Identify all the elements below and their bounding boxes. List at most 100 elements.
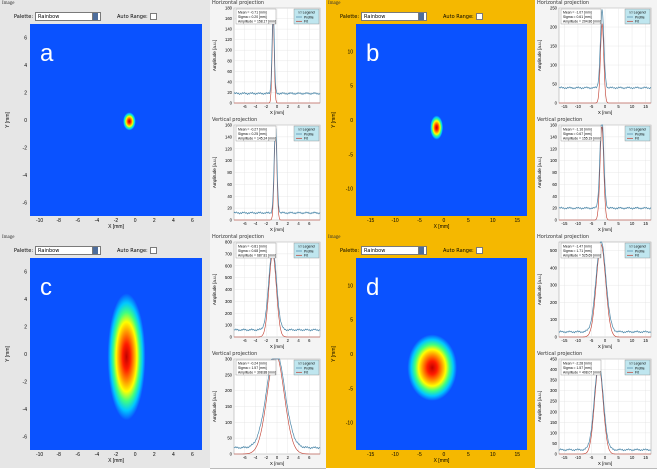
- x-tick-label: 0: [604, 338, 607, 343]
- palette-row: Palette: Rainbow Auto Range:: [14, 246, 157, 255]
- stats-line: Mean = -2.28 [mm]: [563, 362, 592, 366]
- y-tick-label: 5: [350, 84, 353, 90]
- x-tick-label: 6: [191, 218, 194, 224]
- legend-profile: Profile: [304, 132, 314, 136]
- auto-range-checkbox[interactable]: [475, 247, 483, 254]
- chevron-down-icon[interactable]: [92, 247, 99, 254]
- y-tick-label: 250: [550, 399, 558, 404]
- x-tick-label: 6: [308, 455, 311, 460]
- y-tick-label: 100: [225, 323, 233, 328]
- projection-title: Horizontal projection: [537, 234, 590, 240]
- y-tick-label: 60: [227, 182, 232, 187]
- palette-select[interactable]: Rainbow: [361, 246, 428, 255]
- beam-image-plot: -15 -10 -5 0 5 10 15 X [mm] 10 5 0 -5 -10 Y [mm]: [331, 24, 527, 230]
- stats-line: Sigma = 1.57 [mm]: [563, 366, 592, 370]
- chevron-down-icon[interactable]: [418, 247, 425, 254]
- legend-fit: Fit: [304, 371, 308, 375]
- y-tick-label: 4: [24, 63, 27, 69]
- legend-fit: Fit: [635, 20, 639, 24]
- y-tick-label: 120: [225, 146, 233, 151]
- chevron-down-icon[interactable]: [418, 13, 425, 20]
- chevron-down-icon[interactable]: [92, 13, 99, 20]
- stats-line: Sigma = 1.57 [mm]: [238, 366, 267, 370]
- x-tick-label: -8: [56, 452, 61, 458]
- y-axis-label: Y [mm]: [331, 346, 337, 362]
- y-tick-label: 180: [225, 6, 233, 11]
- x-tick-label: -5: [417, 218, 422, 224]
- fit-curve: [559, 126, 651, 221]
- horizontal-projection-plot: 0 50 100 150 200 250 -15 -10 -5 0 5 10 15 X [mm] Ampli…: [537, 6, 652, 115]
- y-tick-label: -5: [349, 386, 354, 392]
- y-tick-label: 4: [24, 297, 27, 303]
- y-axis-label: Amplitude [a.u.]: [212, 40, 217, 71]
- stats-line: Sigma = 0.61 [mm]: [563, 15, 592, 19]
- x-axis-label: X [mm]: [108, 224, 124, 230]
- vertical-projection: Vertical projection 0 50 100 150 200 250 300 -6 -…: [210, 351, 326, 469]
- x-tick-label: 0: [276, 221, 279, 226]
- y-tick-label: 0: [24, 352, 27, 358]
- palette-select[interactable]: Rainbow: [361, 12, 428, 21]
- x-axis-label: X [mm]: [270, 344, 284, 349]
- y-tick-label: 100: [225, 420, 233, 425]
- x-axis-label: X [mm]: [434, 224, 450, 230]
- x-tick-label: -4: [254, 338, 258, 343]
- stats-line: Mean = -1.16 [mm]: [563, 128, 592, 132]
- x-tick-label: 5: [617, 338, 620, 343]
- y-tick-label: 150: [550, 44, 558, 49]
- x-axis-label: X [mm]: [270, 461, 284, 466]
- x-tick-label: 0: [276, 104, 279, 109]
- image-area: [30, 24, 202, 216]
- palette-label: Palette:: [14, 247, 34, 254]
- x-tick-label: 4: [297, 338, 300, 343]
- y-tick-label: -4: [23, 173, 28, 179]
- x-tick-label: 2: [287, 221, 290, 226]
- x-tick-label: -2: [114, 218, 119, 224]
- profile-curve: [233, 127, 321, 215]
- projection-title: Horizontal projection: [212, 0, 265, 6]
- y-tick-label: 0: [230, 218, 233, 223]
- x-axis-label: X [mm]: [434, 458, 450, 464]
- x-tick-label: 0: [134, 452, 137, 458]
- y-tick-label: 0: [555, 335, 558, 340]
- y-tick-label: 400: [225, 287, 233, 292]
- beam-spot: [123, 112, 136, 131]
- auto-range-checkbox[interactable]: [475, 13, 483, 20]
- auto-range-checkbox[interactable]: [149, 247, 157, 254]
- legend-profile: Profile: [635, 366, 645, 370]
- y-tick-label: 350: [550, 378, 558, 383]
- stats-box: Mean = -2.28 [mm]Sigma = 1.57 [mm]Amplit…: [560, 359, 602, 376]
- y-tick-label: 160: [550, 123, 558, 128]
- y-axis-label: Amplitude [a.u.]: [537, 391, 542, 422]
- image-label: Image: [328, 1, 341, 6]
- stats-line: Mean = -0.24 [mm]: [238, 362, 267, 366]
- x-tick-label: -5: [590, 104, 594, 109]
- x-axis-label: X [mm]: [270, 227, 284, 232]
- stats-line: Sigma = 0.20 [mm]: [238, 15, 267, 19]
- auto-range-checkbox[interactable]: [149, 13, 157, 20]
- projection-title: Vertical projection: [537, 117, 583, 123]
- x-tick-label: -15: [367, 218, 374, 224]
- y-axis-label: Y [mm]: [5, 346, 11, 362]
- y-tick-label: 160: [225, 16, 233, 21]
- y-tick-label: 140: [550, 134, 558, 139]
- horizontal-projection-plot: 0 100 200 300 400 500 600 700 800 -6 -4 -2 0 2 4 6 X [mm…: [212, 240, 321, 349]
- palette-select[interactable]: Rainbow: [35, 12, 102, 21]
- legend-title: ☑ Legend: [298, 245, 314, 249]
- auto-range-label: Auto Range:: [117, 13, 148, 20]
- projection-title: Horizontal projection: [537, 0, 590, 6]
- y-tick-label: 80: [227, 58, 232, 63]
- palette-select[interactable]: Rainbow: [35, 246, 102, 255]
- legend-profile: Profile: [304, 249, 314, 253]
- stats-line: Sigma = 0.68 [mm]: [238, 249, 267, 253]
- x-tick-label: -15: [561, 455, 568, 460]
- vertical-projection: Vertical projection 0 20 40 60 80 100 120 140 160…: [535, 117, 657, 235]
- beam-image-plot: -10 -8 -6 -4 -2 0 2 4 6 X [mm] 6 4 2 0 -2 -4 -6 Y [mm]: [5, 258, 202, 464]
- y-tick-label: 140: [225, 134, 233, 139]
- palette-value: Rainbow: [364, 247, 386, 254]
- x-tick-label: 5: [467, 218, 470, 224]
- y-tick-label: 100: [225, 48, 233, 53]
- stats-box: Mean = -0.24 [mm]Sigma = 1.57 [mm]Amplit…: [235, 359, 277, 376]
- projection-title: Vertical projection: [537, 351, 583, 357]
- x-tick-label: 0: [276, 455, 279, 460]
